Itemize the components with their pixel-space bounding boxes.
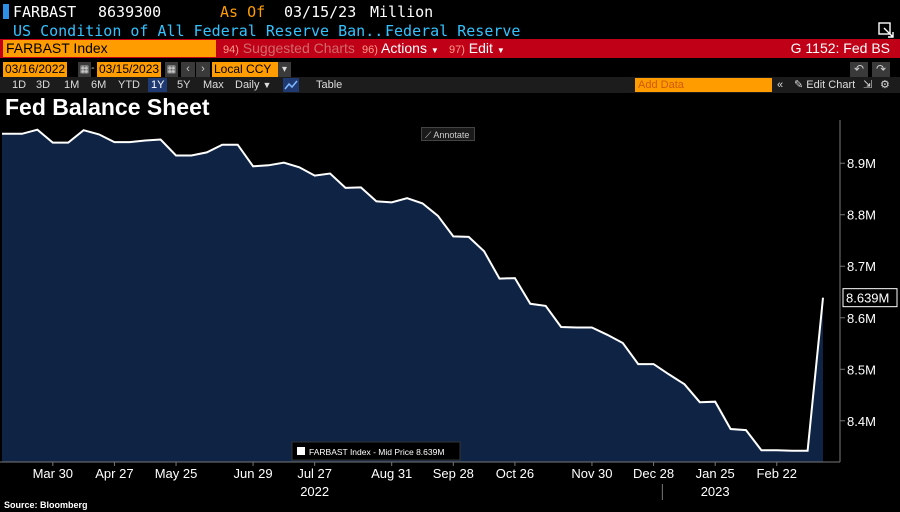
y-tick-label: 8.9M	[847, 156, 876, 171]
header-bar: FARBAST 8639300 As Of 03/15/23 Million	[0, 0, 900, 22]
units-label: Million	[370, 3, 434, 21]
legend-label: FARBAST Index - Mid Price 8.639M	[309, 447, 444, 457]
range-1m[interactable]: 1M	[64, 79, 80, 91]
as-of-date: 03/15/23	[284, 3, 357, 21]
suggested-charts-label: Suggested Charts	[242, 40, 355, 56]
edit-num: 97)	[449, 44, 465, 56]
edit-button[interactable]: 97) Edit ▼	[449, 40, 505, 57]
annotate-button[interactable]: ⟋ Annotate	[421, 127, 475, 141]
year-label: 2023	[701, 484, 730, 499]
x-tick-label: Aug 31	[371, 466, 412, 481]
add-data-input[interactable]: Add Data	[635, 78, 772, 92]
y-tick-label: 8.8M	[847, 208, 876, 223]
date-separator: -	[91, 62, 95, 74]
command-bar	[0, 39, 900, 58]
start-date-input[interactable]: 03/16/2022	[3, 62, 68, 77]
edit-chart-pencil-icon: ✎	[794, 79, 804, 91]
ticker-symbol[interactable]: FARBAST	[13, 3, 77, 21]
y-tick-label: 8.4M	[847, 414, 876, 429]
collapse-icon[interactable]: «	[777, 79, 784, 91]
x-tick-label: Jan 25	[696, 466, 735, 481]
legend-box	[291, 441, 461, 461]
edit-label: Edit	[468, 40, 493, 56]
y-tick-label: 8.7M	[847, 259, 876, 274]
axes: 8.4M 8.5M 8.6M 8.7M 8.8M 8.9M 8.639M Mar 30 Apr …	[0, 120, 898, 500]
ticker-marker	[3, 4, 9, 19]
source-note: Source: Bloomberg	[4, 500, 88, 510]
x-tick-label: Sep 28	[433, 466, 474, 481]
end-date-input[interactable]: 03/15/2023	[97, 62, 162, 77]
x-tick-label: Mar 30	[33, 466, 73, 481]
x-tick-label: Jul 27	[297, 466, 332, 481]
range-max[interactable]: Max	[203, 79, 224, 91]
line-chart-icon[interactable]	[283, 78, 299, 92]
currency-dropdown-icon[interactable]: ▾	[278, 62, 291, 77]
y-tick-label: 8.6M	[847, 311, 876, 326]
source-name: Federal Reserve	[385, 22, 521, 40]
frequency-select[interactable]: Daily ▼	[235, 78, 271, 92]
start-calendar-icon[interactable]: ▦	[78, 62, 91, 77]
actions-caret-icon: ▼	[430, 46, 439, 55]
last-value-label: 8.639M	[846, 291, 889, 306]
frequency-label: Daily	[235, 79, 260, 91]
x-tick-label: May 25	[155, 466, 198, 481]
security-field[interactable]: FARBAST Index	[3, 40, 216, 57]
last-value-box	[842, 288, 898, 308]
x-tick-label: Feb 22	[757, 466, 797, 481]
range-3d[interactable]: 3D	[36, 79, 51, 91]
redo-icon[interactable]: ↷	[872, 62, 890, 77]
settings-icon[interactable]: ⚙	[880, 79, 890, 91]
function-label: G 1152: Fed BS	[790, 40, 890, 56]
chart-title: Fed Balance Sheet	[5, 94, 210, 120]
undo-icon[interactable]: ↶	[850, 62, 868, 77]
x-tick-label: Apr 27	[95, 466, 133, 481]
x-tick-label: Oct 26	[496, 466, 534, 481]
edit-caret-icon: ▼	[496, 46, 505, 55]
actions-num: 96)	[362, 44, 378, 56]
range-6m[interactable]: 6M	[91, 79, 107, 91]
balance-sheet-chart[interactable]: 8.4M 8.5M 8.6M 8.7M 8.8M 8.9M 8.639M Mar 30 Apr …	[0, 120, 900, 500]
security-description: US Condition of All Federal Reserve Ban.…	[13, 22, 393, 40]
series-area	[2, 129, 823, 462]
range-1y[interactable]: 1Y	[148, 78, 168, 92]
end-calendar-icon[interactable]: ▦	[165, 62, 178, 77]
range-5y[interactable]: 5Y	[177, 79, 191, 91]
last-value: 8639300	[98, 3, 162, 21]
prev-period-icon[interactable]: ‹	[181, 62, 195, 77]
range-ytd[interactable]: YTD	[118, 79, 140, 91]
suggested-charts-button[interactable]: 94) Suggested Charts	[223, 40, 355, 57]
pop-out-icon[interactable]	[878, 22, 896, 38]
legend-swatch	[297, 447, 305, 455]
currency-select[interactable]: Local CCY	[212, 62, 278, 77]
year-label: 2022	[300, 484, 329, 499]
suggested-charts-num: 94)	[223, 44, 239, 56]
x-tick-label: Dec 28	[633, 466, 674, 481]
annotate-pen-icon: ⟋	[425, 130, 432, 140]
legend[interactable]: FARBAST Index - Mid Price 8.639M	[291, 441, 461, 461]
x-tick-label: Nov 30	[571, 466, 612, 481]
edit-chart-label: Edit Chart	[806, 79, 856, 91]
annotate-label: Annotate	[433, 130, 470, 140]
table-button[interactable]: Table	[316, 79, 343, 91]
edit-chart-button[interactable]: ✎ Edit Chart	[794, 78, 855, 92]
y-tick-label: 8.5M	[847, 362, 876, 377]
frequency-caret-icon: ▼	[262, 80, 272, 90]
zoom-icon[interactable]: ⇲	[863, 79, 873, 91]
as-of-label: As Of	[220, 3, 266, 21]
actions-label: Actions	[381, 40, 427, 56]
x-tick-label: Jun 29	[234, 466, 273, 481]
range-1d[interactable]: 1D	[12, 79, 27, 91]
series-line	[2, 128, 824, 452]
actions-button[interactable]: 96) Actions ▼	[362, 40, 439, 57]
plot-area	[2, 128, 824, 462]
next-period-icon[interactable]: ›	[196, 62, 210, 77]
